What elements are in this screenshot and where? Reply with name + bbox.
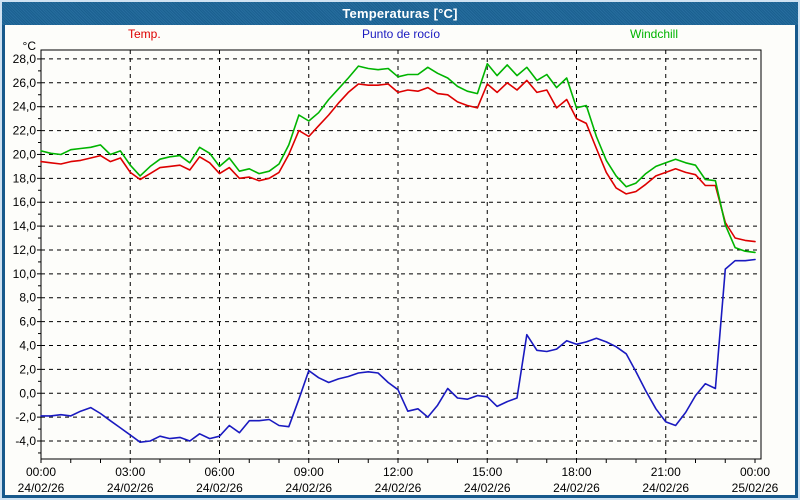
chart-legend: Temp. Punto de rocío Windchill (0, 27, 800, 43)
legend-item-dew-point: Punto de rocío (362, 27, 441, 41)
legend-item-windchill: Windchill (630, 27, 679, 41)
chart-panel (2, 25, 798, 498)
title-bar: Temperaturas [°C] (2, 2, 798, 25)
legend-item-temp: Temp. (128, 27, 161, 41)
page-title: Temperaturas [°C] (342, 6, 458, 21)
